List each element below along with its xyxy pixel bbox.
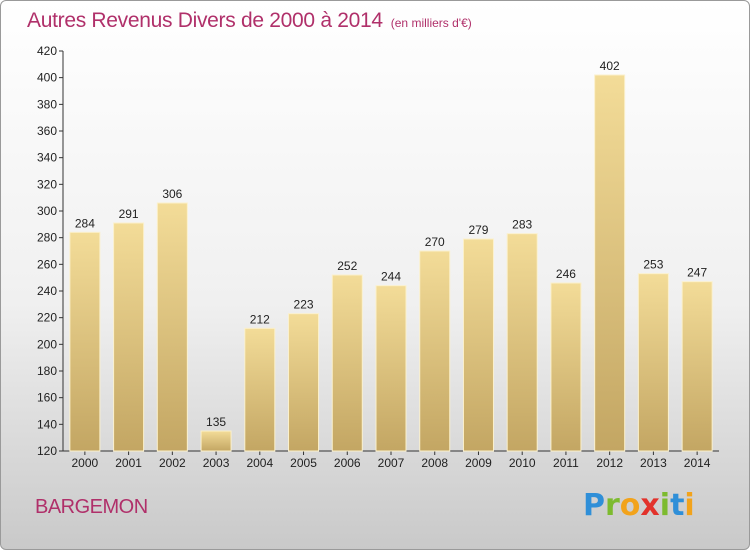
- bar-2004: [244, 327, 276, 452]
- x-tick-label: 2013: [640, 456, 667, 470]
- y-tick-label: 180: [37, 364, 57, 378]
- y-tick-label: 320: [37, 177, 57, 191]
- y-tick-label: 360: [37, 124, 57, 138]
- logo-letter: r: [605, 488, 620, 523]
- logo-letter: i: [659, 488, 671, 523]
- chart-unit-label: (en milliers d'€): [390, 16, 472, 30]
- x-tick-label: 2002: [159, 456, 186, 470]
- y-tick-label: 400: [37, 71, 57, 85]
- bar-value-label: 246: [556, 267, 576, 281]
- logo-letter: x: [640, 488, 660, 523]
- bar-value-label: 244: [381, 270, 401, 284]
- y-tick-label: 420: [37, 44, 57, 58]
- y-tick-label: 260: [37, 257, 57, 271]
- bar-2005: [288, 313, 320, 452]
- y-tick-label: 240: [37, 284, 57, 298]
- x-tick-label: 2012: [596, 456, 623, 470]
- x-tick-label: 2003: [203, 456, 230, 470]
- chart-title-text: Autres Revenus Divers de 2000 à 2014: [27, 9, 383, 32]
- x-tick-label: 2007: [378, 456, 405, 470]
- x-tick-label: 2000: [72, 456, 99, 470]
- x-tick-label: 2014: [684, 456, 711, 470]
- x-tick-label: 2004: [246, 456, 273, 470]
- bar-2013: [637, 273, 669, 452]
- logo-letter: i: [684, 488, 695, 523]
- bar-2009: [462, 238, 494, 452]
- bar-value-label: 279: [468, 223, 488, 237]
- bar-2003: [200, 430, 232, 452]
- bar-value-label: 283: [512, 218, 532, 232]
- y-tick-label: 220: [37, 311, 57, 325]
- x-tick-label: 2011: [553, 456, 579, 470]
- y-tick-label: 300: [37, 204, 57, 218]
- y-tick-label: 120: [37, 444, 57, 458]
- x-tick-label: 2006: [334, 456, 361, 470]
- bar-2014: [681, 281, 713, 452]
- y-tick-label: 140: [37, 417, 57, 431]
- bar-value-label: 402: [600, 59, 620, 73]
- bar-2011: [550, 282, 582, 452]
- chart-bars: 284 291 306 135 212 223 252 244 270 279 283 246 402 2…: [69, 59, 713, 452]
- bar-value-label: 212: [250, 312, 270, 326]
- bar-value-label: 253: [643, 258, 663, 272]
- y-tick-label: 340: [37, 151, 57, 165]
- proxiti-logo: Proxiti: [583, 488, 695, 523]
- x-tick-label: 2008: [421, 456, 448, 470]
- x-tick-label: 2005: [290, 456, 317, 470]
- bar-value-label: 291: [119, 207, 139, 221]
- y-tick-label: 200: [37, 337, 57, 351]
- bar-2008: [419, 250, 451, 452]
- bar-value-label: 252: [337, 259, 357, 273]
- bar-2012: [594, 74, 626, 452]
- bar-2001: [113, 222, 145, 452]
- chart-title: Autres Revenus Divers de 2000 à 2014 (en …: [27, 9, 472, 33]
- place-name: BARGEMON: [35, 496, 148, 518]
- logo-letter: o: [619, 488, 641, 523]
- x-tick-label: 2009: [465, 456, 492, 470]
- bar-2000: [69, 231, 101, 452]
- bar-value-label: 135: [206, 415, 226, 429]
- bar-value-label: 270: [425, 235, 445, 249]
- y-tick-label: 280: [37, 231, 57, 245]
- bar-2002: [156, 202, 188, 452]
- x-tick-label: 2001: [115, 456, 142, 470]
- x-tick-label: 2010: [509, 456, 536, 470]
- bar-2006: [331, 274, 363, 452]
- bar-2007: [375, 285, 407, 452]
- bar-value-label: 223: [294, 298, 314, 312]
- logo-letter: t: [670, 488, 685, 523]
- bar-value-label: 247: [687, 266, 707, 280]
- y-tick-label: 160: [37, 391, 57, 405]
- y-tick-label: 380: [37, 97, 57, 111]
- bar-2010: [506, 233, 538, 452]
- bar-value-label: 284: [75, 216, 95, 230]
- bar-value-label: 306: [162, 187, 182, 201]
- logo-letter: P: [583, 488, 605, 523]
